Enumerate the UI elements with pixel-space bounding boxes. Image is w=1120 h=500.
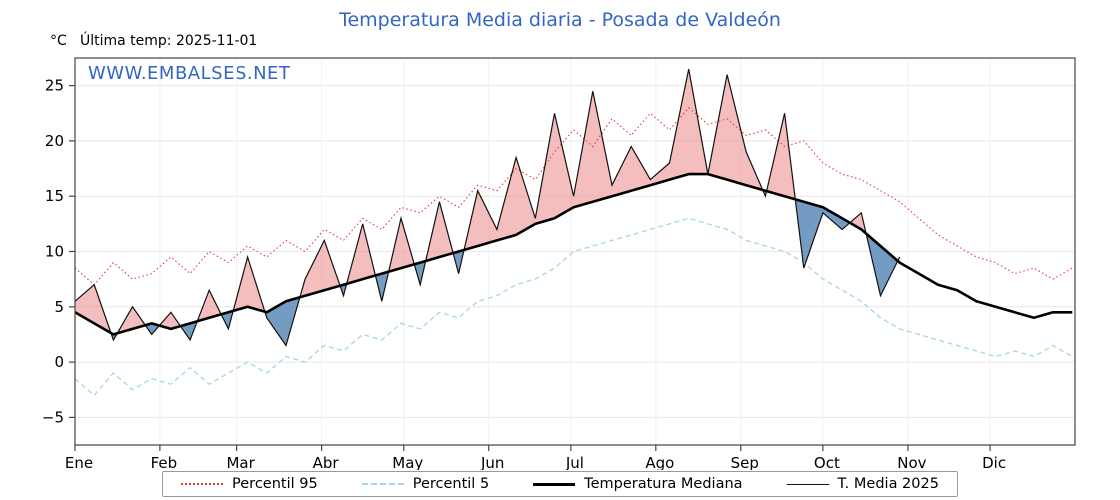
legend-label-3: T. Media 2025 <box>837 476 939 492</box>
svg-text:Jul: Jul <box>565 454 584 470</box>
svg-text:Oct: Oct <box>814 454 840 470</box>
chart-title: Temperatura Media diaria - Posada de Val… <box>339 9 781 31</box>
legend-line-sample-3 <box>786 483 829 485</box>
watermark-text: WWW.EMBALSES.NET <box>88 63 291 84</box>
legend-item-3: T. Media 2025 <box>786 476 939 492</box>
svg-text:−5: −5 <box>42 408 64 426</box>
svg-text:Jun: Jun <box>480 454 504 470</box>
svg-text:20: 20 <box>45 132 64 150</box>
legend-line-sample-1 <box>361 483 404 485</box>
svg-text:Ago: Ago <box>645 454 674 470</box>
svg-text:25: 25 <box>45 77 64 95</box>
svg-text:Feb: Feb <box>151 454 178 470</box>
last-temp-label: Última temp: 2025-11-01 <box>80 33 258 49</box>
svg-text:5: 5 <box>54 298 64 316</box>
legend-label-2: Temperatura Mediana <box>584 476 743 492</box>
y-axis-unit-label: °C <box>50 33 67 49</box>
legend-item-1: Percentil 5 <box>361 476 490 492</box>
chart-legend: Percentil 95 Percentil 5 Temperatura Media… <box>162 471 958 497</box>
svg-text:Sep: Sep <box>731 454 759 470</box>
svg-text:Nov: Nov <box>897 454 926 470</box>
legend-label-0: Percentil 95 <box>232 476 318 492</box>
temperature-plot: −5 0 5 10 15 20 25 Ene Feb Mar Abr May Jun Jul Ago Sep O… <box>42 57 1076 470</box>
legend-line-sample-2 <box>533 482 576 486</box>
svg-text:Ene: Ene <box>65 454 93 470</box>
svg-text:15: 15 <box>45 187 64 205</box>
legend-line-sample-0 <box>181 483 224 485</box>
svg-text:0: 0 <box>54 353 64 371</box>
svg-text:May: May <box>392 454 423 470</box>
svg-text:Abr: Abr <box>313 454 340 470</box>
legend-label-1: Percentil 5 <box>412 476 490 492</box>
legend-item-0: Percentil 95 <box>181 476 318 492</box>
svg-text:Dic: Dic <box>982 454 1006 470</box>
svg-text:10: 10 <box>45 243 64 261</box>
svg-text:Mar: Mar <box>226 454 255 470</box>
legend-item-2: Temperatura Mediana <box>533 476 743 492</box>
